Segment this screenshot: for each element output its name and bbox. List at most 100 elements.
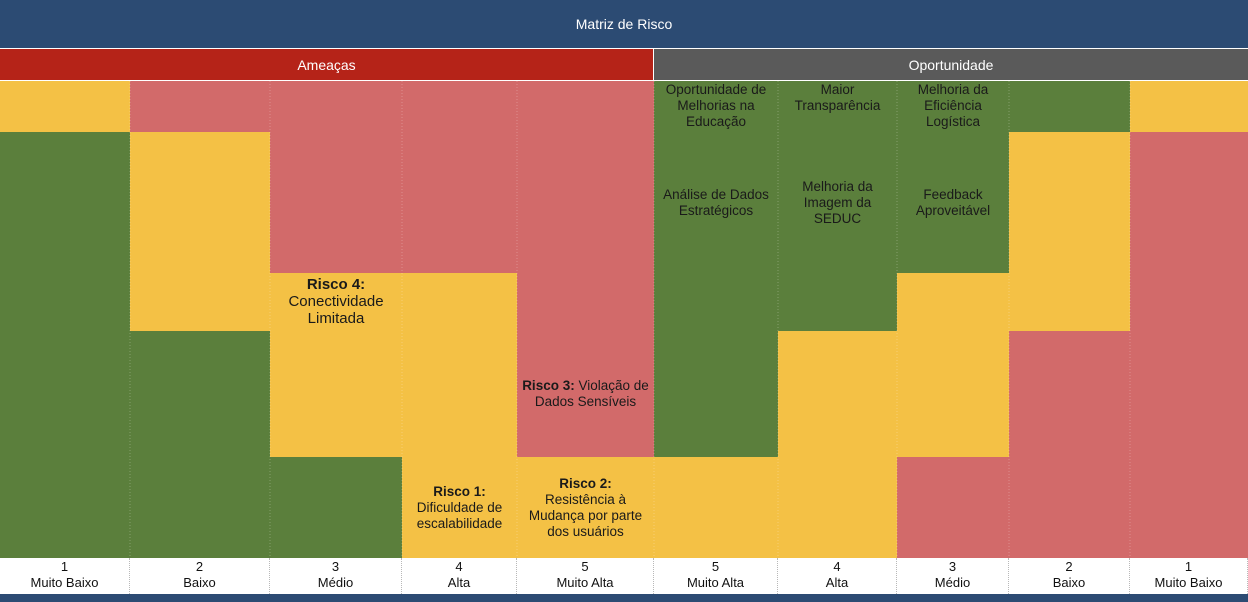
level-number: 1	[1184, 559, 1193, 574]
level-name: Alta	[825, 575, 849, 590]
level-name: Baixo	[183, 575, 216, 590]
risk-label: Risco 2:	[559, 475, 612, 491]
level-labels-row: 1 Muito Baixo 2 Baixo 3 Médio 4 Alta 5 Muito Alta…	[0, 558, 1248, 594]
annotation-text: Maior Transparência	[794, 82, 881, 113]
matrix-cell-r4-c8	[897, 331, 1009, 457]
matrix-cell-r4-c4	[402, 331, 517, 457]
annotation-text: Conectividade Limitada	[288, 293, 384, 327]
level-name: Muito Baixo	[1154, 575, 1223, 590]
matrix-cell-r2-c6	[654, 132, 778, 273]
cell-annotation: Risco 3: Violação de Dados Sensíveis	[517, 331, 654, 457]
matrix-cell-r1-c1	[0, 81, 130, 132]
cell-annotation: Maior Transparência	[778, 81, 897, 132]
level-label-cell: 1 Muito Baixo	[1130, 558, 1248, 594]
level-label-cell: 1 Muito Baixo	[0, 558, 130, 594]
matrix-cell-r3-c8	[897, 273, 1009, 331]
matrix-cell-r1-c4	[402, 81, 517, 132]
annotation-text: Melhoria da Imagem da SEDUC	[802, 178, 873, 226]
matrix-cell-r4-c1	[0, 331, 130, 457]
matrix-cell-r5-c6	[654, 457, 778, 558]
matrix-cell-r2-c8	[897, 132, 1009, 273]
level-number: 3	[948, 559, 957, 574]
cell-annotation: Análise de Dados Estratégicos	[654, 132, 778, 273]
matrix-cell-r1-c3	[270, 81, 402, 132]
level-name: Muito Alta	[686, 575, 745, 590]
matrix-cell-r5-c8	[897, 457, 1009, 558]
level-label-cell: 2 Baixo	[1009, 558, 1130, 594]
opportunities-header: Oportunidade	[654, 49, 1248, 80]
level-name: Alta	[447, 575, 471, 590]
annotation-text: Dificuldade de escalabilidade	[416, 499, 503, 531]
level-name: Médio	[317, 575, 354, 590]
level-label-cell: 3 Médio	[897, 558, 1009, 594]
matrix-cell-r1-c2	[130, 81, 270, 132]
matrix-cell-r5-c7	[778, 457, 897, 558]
matrix-cell-r5-c10	[1130, 457, 1248, 558]
annotation-text: Análise de Dados Estratégicos	[663, 186, 769, 218]
level-name: Muito Baixo	[30, 575, 99, 590]
threats-header: Ameaças	[0, 49, 653, 80]
annotation-text: Violação de Dados Sensíveis	[534, 378, 649, 409]
annotation-text: Melhoria da Eficiência Logística	[917, 82, 989, 129]
level-name: Baixo	[1052, 575, 1086, 590]
matrix-cell-r4-c9	[1009, 331, 1130, 457]
matrix-cell-r5-c5	[517, 457, 654, 558]
level-label-cell: 4 Alta	[402, 558, 517, 594]
level-number: 4	[455, 559, 463, 574]
matrix-cell-r5-c3	[270, 457, 402, 558]
matrix-cell-r2-c5	[517, 132, 654, 273]
matrix-cell-r1-c6	[654, 81, 778, 132]
cell-annotation: Feedback Aproveitável	[897, 132, 1009, 273]
matrix-cell-r3-c9	[1009, 273, 1130, 331]
page-title: Matriz de Risco	[0, 0, 1248, 48]
matrix-cell-r4-c2	[130, 331, 270, 457]
risk-label: Risco 1:	[433, 483, 486, 499]
risk-label: Risco 3:	[522, 378, 575, 393]
annotation-text: Oportunidade de Melhorias na Educação	[665, 82, 767, 129]
level-number: 1	[60, 559, 69, 574]
matrix-cell-r1-c7	[778, 81, 897, 132]
matrix-cell-r1-c8	[897, 81, 1009, 132]
cell-annotation: Melhoria da Eficiência Logística	[897, 81, 1009, 132]
level-number: 5	[711, 559, 720, 574]
cell-annotation: Risco 1: Dificuldade de escalabilidade	[402, 457, 517, 558]
matrix-cell-r5-c4	[402, 457, 517, 558]
matrix-cell-r3-c6	[654, 273, 778, 331]
cell-annotation: Melhoria da Imagem da SEDUC	[778, 132, 897, 273]
bottom-bar	[0, 594, 1248, 602]
matrix-cell-r4-c10	[1130, 331, 1248, 457]
matrix-cell-r2-c10	[1130, 132, 1248, 273]
matrix-cell-r4-c7	[778, 331, 897, 457]
matrix-cell-r1-c5	[517, 81, 654, 132]
level-label-cell: 4 Alta	[778, 558, 897, 594]
matrix-cell-r1-c9	[1009, 81, 1130, 132]
matrix-cell-r2-c7	[778, 132, 897, 273]
matrix-cell-r3-c1	[0, 273, 130, 331]
matrix-cell-r2-c1	[0, 132, 130, 273]
matrix-cell-r3-c10	[1130, 273, 1248, 331]
level-label-cell: 2 Baixo	[130, 558, 270, 594]
matrix-cell-r5-c1	[0, 457, 130, 558]
matrix-cell-r4-c3	[270, 331, 402, 457]
matrix-cell-r5-c9	[1009, 457, 1130, 558]
level-number: 2	[195, 559, 204, 574]
matrix-cell-r5-c2	[130, 457, 270, 558]
annotation-text: Feedback Aproveitável	[915, 186, 991, 218]
matrix-cell-r2-c2	[130, 132, 270, 273]
level-name: Muito Alta	[556, 575, 614, 590]
matrix-cell-r3-c2	[130, 273, 270, 331]
level-number: 5	[581, 559, 589, 574]
matrix-cell-r3-c4	[402, 273, 517, 331]
matrix-cell-r2-c4	[402, 132, 517, 273]
annotation-text: Resistência à Mudança por parte dos usuá…	[528, 491, 643, 539]
matrix-cell-r3-c5	[517, 273, 654, 331]
matrix-cell-r3-c3	[270, 273, 402, 331]
level-label-cell: 3 Médio	[270, 558, 402, 594]
cell-annotation: Oportunidade de Melhorias na Educação	[654, 81, 778, 132]
matrix-cell-r3-c7	[778, 273, 897, 331]
cell-annotation: Risco 4: Conectividade Limitada	[270, 273, 402, 331]
matrix-cell-r1-c10	[1130, 81, 1248, 132]
level-label-cell: 5 Muito Alta	[517, 558, 654, 594]
